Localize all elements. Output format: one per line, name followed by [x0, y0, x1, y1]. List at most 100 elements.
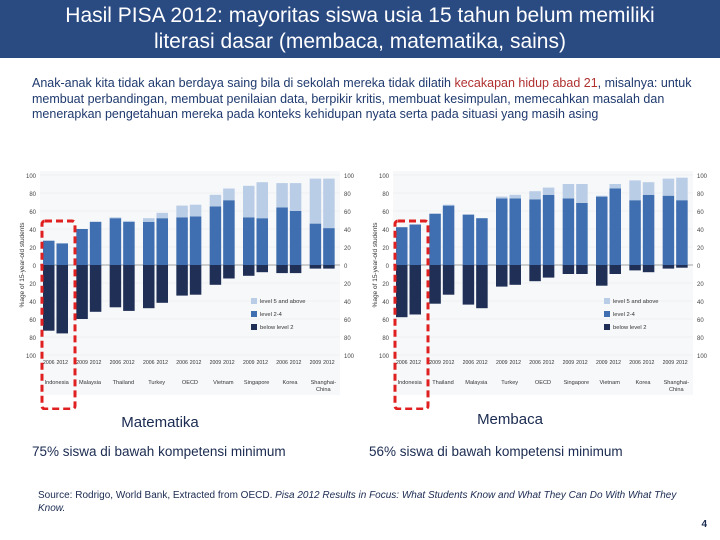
- reading-bar-level24: [509, 198, 521, 265]
- reading-bar-level5: [442, 204, 455, 206]
- math-bar-level24: [289, 211, 302, 265]
- math-bar-level24: [309, 223, 322, 265]
- reading-y-tick-right: 40: [697, 300, 704, 306]
- reading-y-tick-right: 100: [697, 174, 708, 180]
- reading-bar-below2: [476, 265, 488, 309]
- math-y-tick-left: 100: [26, 174, 37, 180]
- math-bar-level24: [89, 221, 102, 265]
- reading-bar-below2: [462, 265, 475, 305]
- reading-bar-level5: [676, 177, 688, 201]
- math-bar-below2: [43, 265, 55, 331]
- math-bar-level24: [176, 217, 188, 265]
- reading-year-label: 2006: [629, 360, 641, 366]
- reading-bar-level24: [562, 198, 575, 265]
- reading-legend-label: below level 2: [613, 325, 647, 331]
- reading-year-label: 2012: [543, 360, 555, 366]
- reading-bar-level24: [629, 200, 641, 265]
- math-country-label: Thailand: [113, 380, 134, 386]
- math-bar-level5: [323, 178, 335, 229]
- math-country-label: China: [316, 387, 332, 393]
- reading-y-tick-left: 100: [379, 174, 390, 180]
- math-bar-level24: [223, 200, 235, 265]
- reading-bar-level24: [442, 205, 455, 265]
- reading-legend-swatch: [604, 298, 610, 304]
- math-y-tick-left: 40: [29, 300, 36, 306]
- reading-bar-below2: [609, 265, 621, 274]
- math-bar-below2: [323, 265, 335, 269]
- reading-y-tick-right: 100: [697, 354, 708, 360]
- reading-bar-level24: [576, 202, 588, 265]
- math-country-label: Shanghai-: [311, 380, 337, 386]
- reading-country-label: OECD: [535, 380, 551, 386]
- reading-y-tick-left: 0: [386, 264, 390, 270]
- math-y-tick-right: 100: [344, 354, 355, 360]
- math-country-label: Turkey: [148, 380, 165, 386]
- reading-year-label: 2012: [576, 360, 588, 366]
- math-bar-level5: [276, 183, 288, 208]
- math-bar-below2: [223, 265, 235, 279]
- math-year-label: 2012: [56, 360, 68, 366]
- reading-bar-level5: [529, 191, 541, 200]
- math-country-label: OECD: [182, 380, 198, 386]
- reading-bar-level5: [509, 194, 521, 199]
- reading-year-label: 2009: [596, 360, 608, 366]
- reading-bar-level24: [542, 194, 555, 265]
- math-legend-swatch: [251, 324, 257, 330]
- reading-bar-below2: [596, 265, 608, 286]
- reading-year-label: 2009: [429, 360, 441, 366]
- math-bar-level24: [156, 218, 168, 265]
- reading-bar-below2: [509, 265, 521, 285]
- reading-bar-below2: [676, 265, 688, 268]
- math-bar-below2: [109, 265, 122, 308]
- math-year-label: 2009: [310, 360, 322, 366]
- reading-bar-below2: [542, 265, 555, 278]
- math-y-tick-left: 80: [29, 336, 36, 342]
- reading-bar-below2: [409, 265, 421, 315]
- math-year-label: 2009: [210, 360, 222, 366]
- math-y-tick-left: 100: [26, 354, 37, 360]
- reading-bar-below2: [662, 265, 675, 269]
- math-bar-below2: [56, 265, 68, 334]
- reading-y-tick-left: 60: [382, 210, 389, 216]
- reading-y-tick-left: 80: [382, 336, 389, 342]
- slide-title-line-2: literasi dasar (membaca, matematika, sai…: [154, 30, 566, 53]
- math-bar-level24: [189, 216, 202, 265]
- math-year-label: 2006: [110, 360, 122, 366]
- reading-bar-level24: [429, 213, 441, 265]
- reading-caption: 56% siswa di bawah kompetensi minimum: [369, 444, 623, 459]
- math-y-tick-right: 0: [344, 264, 348, 270]
- reading-bar-level24: [529, 199, 541, 265]
- math-year-label: 2012: [323, 360, 335, 366]
- reading-y-tick-left: 60: [382, 318, 389, 324]
- reading-bar-below2: [629, 265, 641, 271]
- math-year-label: 2006: [276, 360, 288, 366]
- reading-year-label: 2012: [509, 360, 521, 366]
- reading-legend-swatch: [604, 311, 610, 317]
- math-year-label: 2012: [223, 360, 235, 366]
- reading-y-tick-left: 100: [379, 354, 390, 360]
- math-bar-level24: [56, 243, 68, 265]
- reading-y-tick-left: 40: [382, 300, 389, 306]
- reading-legend-label: level 2-4: [613, 312, 636, 318]
- reading-y-tick-left: 40: [382, 228, 389, 234]
- reading-year-label: 2012: [643, 360, 655, 366]
- reading-bar-level24: [396, 227, 408, 265]
- math-year-label: 2006: [43, 360, 55, 366]
- reading-bar-level5: [642, 182, 655, 195]
- reading-bar-below2: [562, 265, 575, 274]
- reading-bar-level24: [662, 195, 675, 265]
- reading-year-label: 2006: [396, 360, 408, 366]
- reading-chart: 100 100 80 80 60 60 40 40 20 20 0 0 20 20 40 40 60 60 80 80…: [368, 165, 718, 410]
- math-bar-level5: [143, 218, 155, 222]
- reading-bar-below2: [576, 265, 588, 274]
- math-bar-level5: [176, 205, 188, 218]
- math-bar-level5: [223, 188, 235, 201]
- math-bar-below2: [189, 265, 202, 295]
- math-bar-below2: [243, 265, 255, 276]
- reading-bar-below2: [496, 265, 508, 287]
- reading-y-tick-left: 80: [382, 192, 389, 198]
- math-bar-below2: [123, 265, 135, 311]
- math-bar-below2: [76, 265, 88, 319]
- reading-country-label: Thailand: [432, 380, 453, 386]
- math-y-tick-right: 100: [344, 174, 355, 180]
